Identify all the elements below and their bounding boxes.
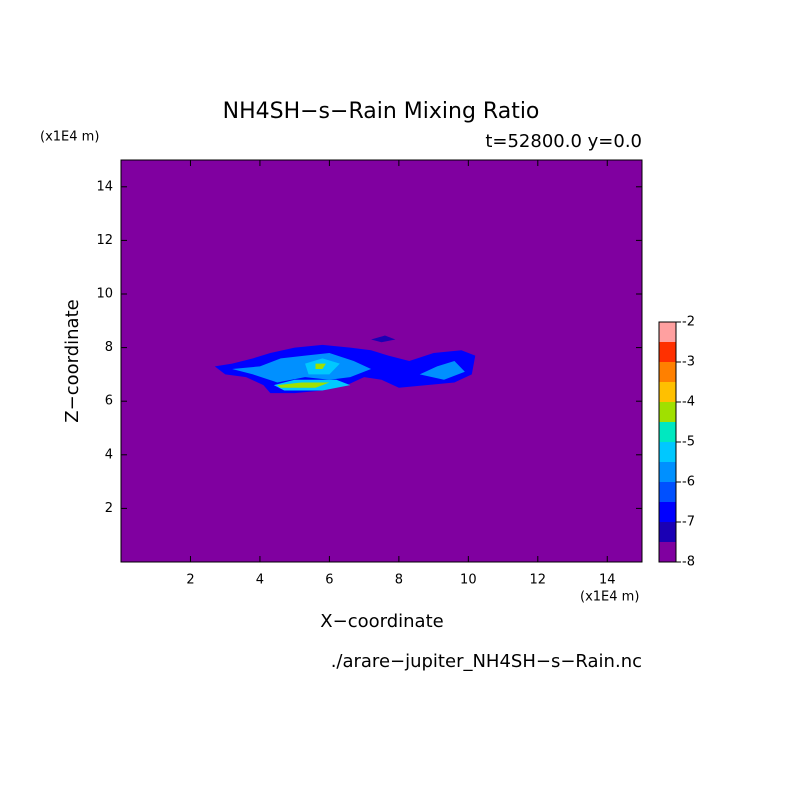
file-name: ./arare−jupiter_NH4SH−s−Rain.nc bbox=[331, 651, 642, 672]
x-axis-label: X−coordinate bbox=[320, 611, 443, 632]
colorbar-band bbox=[659, 362, 676, 382]
colorbar-band bbox=[659, 422, 676, 442]
contour-region bbox=[419, 361, 465, 380]
x-tick-label: 4 bbox=[256, 573, 264, 588]
x-tick-label: 8 bbox=[395, 573, 403, 588]
colorbar-band bbox=[659, 322, 676, 342]
colorbar-band bbox=[659, 342, 676, 362]
y-axis-label: Z−coordinate bbox=[62, 299, 83, 422]
colorbar-band bbox=[659, 522, 676, 542]
contour-region bbox=[232, 352, 372, 383]
chart-title: NH4SH−s−Rain Mixing Ratio bbox=[223, 99, 540, 124]
y-tick-label: 2 bbox=[105, 501, 113, 516]
colorbar-tick-label: -4 bbox=[682, 395, 695, 410]
y-tick-label: 6 bbox=[105, 394, 113, 409]
plot-frame bbox=[120, 159, 643, 563]
colorbar-tick-label: -6 bbox=[682, 475, 695, 490]
colorbar-band bbox=[659, 402, 676, 422]
contour-region bbox=[277, 382, 330, 388]
y-tick-label: 14 bbox=[96, 179, 113, 194]
x-tick-label: 2 bbox=[186, 573, 194, 588]
y-tick-label: 4 bbox=[105, 447, 113, 462]
contour-region bbox=[315, 363, 326, 370]
colorbar-tick-label: -2 bbox=[682, 315, 695, 330]
colorbar-tick-label: -3 bbox=[682, 355, 695, 370]
x-tick-label: 14 bbox=[599, 573, 616, 588]
colorbar-band bbox=[659, 482, 676, 502]
chart-subtitle: t=52800.0 y=0.0 bbox=[485, 131, 642, 152]
y-unit: (x1E4 m) bbox=[40, 130, 99, 145]
colorbar-band bbox=[659, 462, 676, 482]
colorbar-band bbox=[659, 442, 676, 462]
x-tick-label: 12 bbox=[530, 573, 547, 588]
x-tick-label: 6 bbox=[325, 573, 333, 588]
x-tick-label: 10 bbox=[460, 573, 477, 588]
y-tick-label: 12 bbox=[96, 233, 113, 248]
colorbar-tick-label: -7 bbox=[682, 515, 695, 530]
y-tick-label: 8 bbox=[105, 340, 113, 355]
contour-region bbox=[371, 335, 396, 343]
colorbar-tick-label: -8 bbox=[682, 555, 695, 570]
colorbar-tick-label: -5 bbox=[682, 435, 695, 450]
y-tick-label: 10 bbox=[96, 287, 113, 302]
colorbar-band bbox=[659, 502, 676, 522]
x-unit: (x1E4 m) bbox=[580, 590, 639, 605]
colorbar-band bbox=[659, 542, 676, 562]
colorbar-band bbox=[659, 382, 676, 402]
